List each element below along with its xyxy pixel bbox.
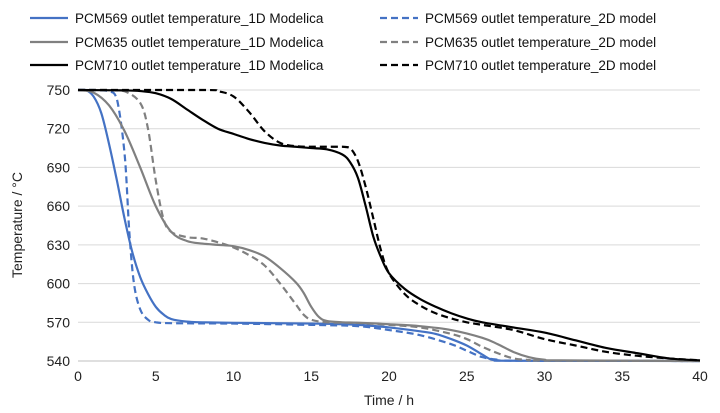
legend-label: PCM635 outlet temperature_2D model xyxy=(425,35,656,50)
series-lines xyxy=(77,88,701,363)
x-tick-label: 0 xyxy=(74,368,82,384)
series-line-4 xyxy=(78,88,701,363)
x-tick-label: 5 xyxy=(152,368,160,384)
legend-label: PCM569 outlet temperature_2D model xyxy=(425,11,656,26)
x-tick-label: 35 xyxy=(614,368,630,384)
y-tick-label: 660 xyxy=(47,198,71,214)
x-tick-label: 20 xyxy=(381,368,397,384)
legend-item: PCM710 outlet temperature_2D model xyxy=(380,58,656,73)
legend-label: PCM710 outlet temperature_1D Modelica xyxy=(75,58,324,73)
x-tick-label: 25 xyxy=(459,368,475,384)
y-tick-label: 720 xyxy=(47,121,71,137)
legend: PCM569 outlet temperature_1D Modelica PCM… xyxy=(30,11,656,73)
legend-label: PCM635 outlet temperature_1D Modelica xyxy=(75,35,324,50)
y-tick-label: 690 xyxy=(47,159,71,175)
tick-labels: 540 570 600 630 660 690 720 750 0 5 10 15 20 25 30 35 40 xyxy=(47,82,708,384)
x-tick-label: 30 xyxy=(537,368,553,384)
gridlines xyxy=(78,89,700,323)
y-axis-title: Temperature / °C xyxy=(9,172,25,278)
series-line-1 xyxy=(78,88,701,363)
x-tick-label: 15 xyxy=(303,368,319,384)
y-tick-label: 540 xyxy=(47,353,71,369)
legend-item: PCM635 outlet temperature_1D Modelica xyxy=(30,35,324,50)
y-tick-label: 600 xyxy=(47,276,71,292)
series-line-6 xyxy=(78,88,701,362)
x-axis-title: Time / h xyxy=(364,392,414,408)
y-tick-label: 630 xyxy=(47,237,71,253)
series-line-2 xyxy=(78,88,701,363)
series-line-5 xyxy=(77,88,701,362)
x-tick-label: 40 xyxy=(692,368,708,384)
legend-item: PCM710 outlet temperature_1D Modelica xyxy=(30,58,324,73)
legend-label: PCM569 outlet temperature_1D Modelica xyxy=(75,11,324,26)
y-tick-label: 750 xyxy=(47,82,71,98)
x-tick-label: 10 xyxy=(226,368,242,384)
legend-label: PCM710 outlet temperature_2D model xyxy=(425,58,656,73)
legend-item: PCM569 outlet temperature_2D model xyxy=(380,11,656,26)
y-tick-label: 570 xyxy=(47,314,71,330)
legend-item: PCM569 outlet temperature_1D Modelica xyxy=(30,11,324,26)
legend-item: PCM635 outlet temperature_2D model xyxy=(380,35,656,50)
series-line-3 xyxy=(77,88,701,363)
